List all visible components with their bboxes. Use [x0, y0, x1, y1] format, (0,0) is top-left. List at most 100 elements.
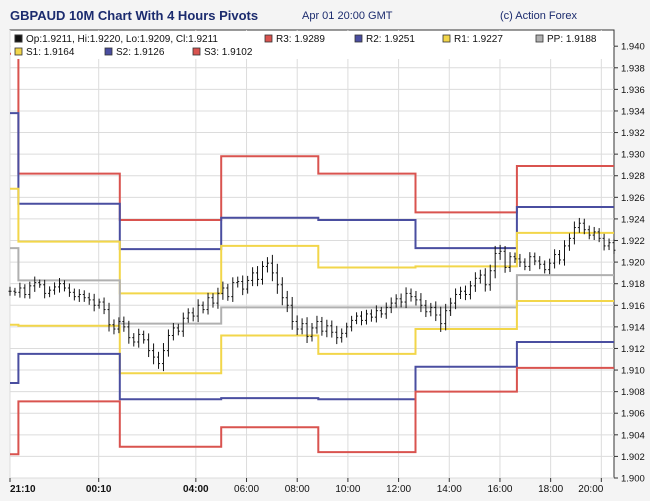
price-bar [300, 318, 304, 335]
price-bar [330, 320, 334, 338]
price-bar [335, 325, 339, 345]
y-axis: 1.900 1.902 1.904 1.906 1.908 1.910 1.912 1.914… [614, 42, 645, 485]
price-bar [38, 279, 42, 288]
legend-item-label: R2: 1.9251 [366, 34, 415, 45]
price-bar [409, 288, 413, 302]
x-tick-label: 10:00 [335, 484, 360, 495]
price-bar [577, 217, 581, 233]
price-bar [350, 315, 354, 332]
series-line-r1 [10, 187, 614, 295]
price-bar [256, 266, 260, 287]
price-bar [429, 302, 433, 317]
price-bar [275, 263, 279, 294]
y-tick-label: 1.900 [621, 474, 645, 485]
price-bar [28, 281, 32, 299]
price-bar [439, 306, 443, 332]
y-tick-label: 1.930 [621, 150, 645, 161]
price-bar [394, 294, 398, 308]
price-bar [389, 297, 393, 314]
price-bar [434, 301, 438, 322]
price-bar [221, 281, 225, 300]
price-bar [360, 311, 364, 326]
price-bar [567, 233, 571, 251]
legend-swatch-ohlc [14, 34, 23, 43]
legend-item-label: S3: 1.9102 [204, 47, 253, 58]
price-bar [53, 282, 57, 295]
price-bar [216, 287, 220, 309]
x-tick-label: 00:10 [86, 484, 112, 495]
price-bar [558, 250, 562, 265]
price-bar [43, 279, 47, 299]
price-bar [533, 252, 537, 266]
price-bar [23, 284, 27, 299]
y-tick-label: 1.928 [621, 171, 645, 182]
price-bar [181, 312, 185, 337]
price-bar [270, 254, 274, 282]
price-bar [587, 225, 591, 240]
price-bar [459, 286, 463, 300]
price-bar [33, 276, 37, 292]
price-bar [77, 289, 81, 302]
legend: Op:1.9211, Hi:1.9220, Lo:1.9209, Cl:1.92… [11, 31, 613, 59]
price-bar [320, 316, 324, 336]
price-bar [161, 343, 165, 372]
price-bar [602, 233, 606, 251]
price-bar [597, 228, 601, 243]
price-bar [206, 292, 210, 315]
price-bar [612, 238, 616, 254]
price-bar [97, 298, 101, 309]
price-bar [72, 288, 76, 301]
price-bar [152, 343, 156, 365]
y-tick-label: 1.918 [621, 279, 645, 290]
y-tick-label: 1.938 [621, 63, 645, 74]
price-bar [364, 309, 368, 325]
price-bar [211, 293, 215, 308]
legend-item-label: R1: 1.9227 [454, 34, 503, 45]
price-bar [553, 249, 557, 269]
price-bar [13, 287, 17, 296]
price-bar [196, 299, 200, 323]
price-bar [191, 307, 195, 322]
price-bar [137, 328, 141, 348]
legend-swatch [354, 34, 363, 43]
price-bar [369, 309, 373, 322]
price-bar [538, 256, 542, 270]
y-tick-label: 1.936 [621, 85, 645, 96]
plot-area [9, 29, 615, 479]
price-bar [607, 238, 611, 251]
price-bar [265, 257, 269, 273]
price-bar [251, 267, 255, 287]
price-bar [236, 276, 240, 288]
y-tick-label: 1.908 [621, 387, 645, 398]
legend-swatch [192, 47, 201, 56]
x-tick-label: 12:00 [386, 484, 411, 495]
price-bar [424, 299, 428, 318]
price-bar [528, 252, 532, 271]
price-bar [463, 285, 467, 301]
price-bar [201, 301, 205, 314]
price-bar [18, 282, 22, 298]
price-bar [355, 312, 359, 325]
legend-swatch [535, 34, 544, 43]
price-bar [315, 315, 319, 334]
series-line-s3 [10, 366, 614, 456]
price-bar [543, 260, 547, 274]
legend-item-label: S2: 1.9126 [116, 47, 165, 58]
price-bar [340, 328, 344, 343]
legend-item-label: S1: 1.9164 [26, 47, 75, 58]
y-tick-label: 1.906 [621, 409, 645, 420]
price-bar [478, 269, 482, 284]
price-bar [374, 305, 378, 323]
y-tick-label: 1.922 [621, 236, 645, 247]
price-bar [285, 290, 289, 313]
price-bar [117, 317, 121, 334]
legend-item-label: R3: 1.9289 [276, 34, 325, 45]
price-bar [87, 292, 91, 305]
y-tick-label: 1.920 [621, 258, 645, 269]
price-bar [454, 288, 458, 310]
price-bar [147, 333, 151, 358]
price-bar [498, 244, 502, 260]
price-bar [112, 319, 116, 335]
legend-items: R3: 1.9289 R2: 1.9251 R1: 1.9227 PP: 1.9188… [14, 34, 597, 58]
